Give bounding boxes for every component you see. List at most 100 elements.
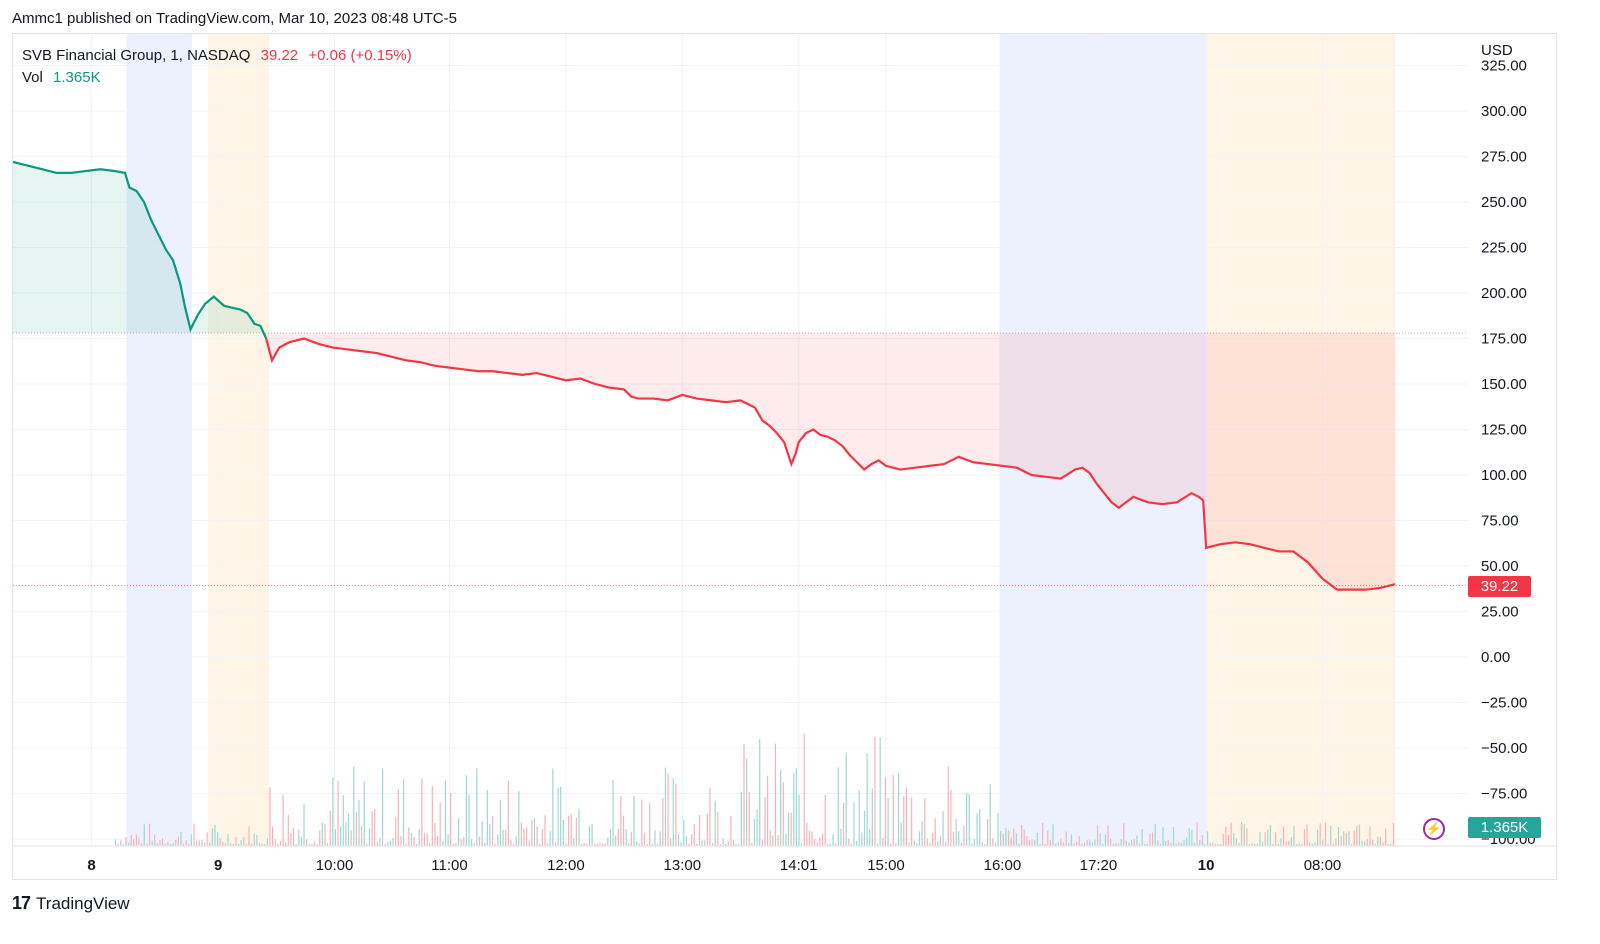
volume-bar: [1018, 843, 1020, 846]
x-axis-tick-label: 10: [1198, 857, 1215, 874]
legend-vol-label[interactable]: Vol: [22, 69, 43, 86]
volume-bar: [1235, 838, 1237, 846]
volume-bar: [1112, 843, 1114, 846]
volume-bar: [203, 842, 206, 846]
volume-bar: [1026, 836, 1028, 846]
volume-bar: [979, 809, 981, 846]
volume-bar: [683, 819, 685, 846]
volume-bar: [1021, 825, 1023, 846]
volume-bar: [135, 834, 138, 846]
lightning-icon[interactable]: ⚡: [1423, 818, 1445, 840]
volume-bar: [643, 833, 646, 846]
volume-bar: [484, 843, 486, 846]
volume-bar: [489, 823, 491, 846]
volume-bar: [887, 798, 889, 846]
price-line-down: [265, 337, 1396, 591]
volume-bar: [850, 843, 852, 846]
volume-bar: [735, 843, 737, 846]
legend-symbol[interactable]: SVB Financial Group, 1, NASDAQ: [22, 47, 251, 64]
volume-bar: [819, 837, 821, 846]
volume-bar: [1136, 835, 1138, 846]
volume-bar: [1023, 829, 1025, 846]
volume-bar: [465, 775, 467, 846]
volume-bar: [1191, 829, 1193, 846]
volume-bar: [539, 844, 541, 846]
volume-bar: [743, 743, 745, 846]
session-band-premarket: [1207, 34, 1396, 846]
volume-bar: [434, 823, 436, 846]
volume-bar: [277, 843, 279, 846]
volume-bar: [1162, 827, 1164, 846]
volume-bar: [1131, 839, 1133, 846]
volume-bar: [1151, 832, 1154, 846]
x-axis-tick-label: 08:00: [1304, 857, 1342, 874]
x-axis-tick-label: 17:20: [1080, 857, 1118, 874]
volume-bar: [114, 839, 117, 846]
volume-bar: [641, 799, 643, 846]
volume-bar: [685, 836, 687, 846]
area-fill-up: [13, 161, 267, 339]
volume-bar: [615, 835, 617, 846]
volume-bar: [1047, 830, 1049, 846]
volume-bar: [971, 843, 973, 846]
volume-bar: [502, 829, 504, 846]
volume-bar: [237, 843, 240, 846]
volume-bar: [279, 840, 282, 846]
volume-bar: [285, 842, 287, 846]
volume-bar: [1007, 830, 1010, 846]
volume-bar: [984, 843, 986, 846]
volume-bar: [1057, 842, 1059, 846]
volume-bar: [287, 814, 289, 846]
volume-bar: [570, 814, 572, 846]
volume-bar: [798, 794, 800, 846]
volume-bar: [130, 835, 132, 846]
y-axis-tick-label: −50.00: [1481, 740, 1527, 757]
x-axis-tick-label: 10:00: [316, 857, 354, 874]
volume-bar: [638, 843, 640, 846]
volume-bar: [319, 830, 321, 846]
volume-bar: [1293, 825, 1295, 846]
volume-bar: [706, 813, 708, 846]
volume-bar: [292, 827, 295, 846]
volume-bar: [230, 842, 232, 846]
volume-bar: [968, 794, 970, 846]
volume-bar: [481, 821, 483, 846]
volume-bar: [837, 767, 839, 846]
volume-bar: [1091, 842, 1093, 846]
volume-bar: [772, 835, 774, 846]
volume-bar: [921, 821, 923, 846]
volume-bar: [395, 817, 397, 846]
volume-bar: [764, 796, 766, 846]
volume-bar: [863, 810, 866, 846]
volume-bar: [565, 843, 567, 846]
volume-bar: [664, 767, 667, 846]
volume-bar: [973, 839, 976, 846]
volume-bar: [345, 822, 347, 846]
volume-bar: [1259, 831, 1261, 846]
volume-bar: [1222, 833, 1224, 846]
volume-bar: [334, 829, 337, 846]
volume-bar: [1157, 840, 1159, 846]
volume-bar: [1261, 841, 1264, 846]
footer-brand[interactable]: 17 TradingView: [12, 893, 130, 914]
volume-bar: [900, 822, 902, 846]
volume-bar: [976, 813, 978, 846]
volume-bar: [866, 753, 868, 846]
volume-bar: [890, 843, 892, 846]
volume-bar: [575, 817, 577, 846]
volume-bar: [1241, 821, 1243, 846]
volume-bar: [1311, 843, 1313, 846]
x-axis-tick-label: 12:00: [547, 857, 585, 874]
volume-bar: [617, 828, 619, 846]
volume-bar: [526, 827, 528, 846]
volume-bar: [926, 838, 928, 846]
volume-bar: [803, 733, 805, 846]
volume-bar: [491, 816, 494, 846]
volume-bar: [185, 840, 187, 846]
volume-bar: [1138, 843, 1141, 846]
volume-bar: [871, 788, 873, 846]
volume-bar: [1204, 843, 1206, 846]
volume-bar: [696, 843, 698, 846]
y-axis-tick-label: 100.00: [1481, 467, 1527, 484]
